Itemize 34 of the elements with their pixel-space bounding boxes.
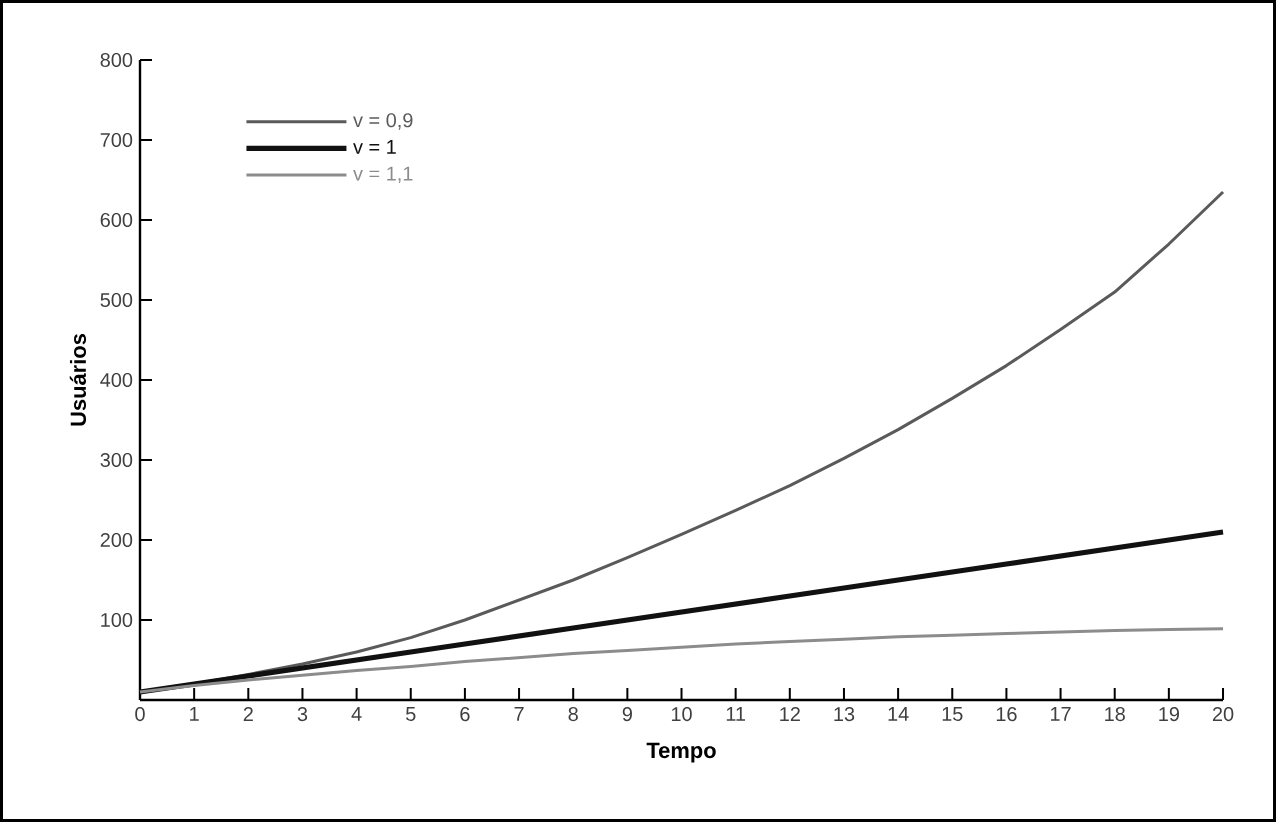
x-tick-label: 0 — [135, 707, 145, 722]
text: v = 1 — [353, 140, 396, 154]
x-tick-label: 6 — [460, 707, 470, 722]
x-tick-label: 11 — [726, 707, 746, 721]
text: v = 0,9 — [353, 113, 413, 130]
x-tick-label: 13 — [834, 707, 855, 722]
x-axis-title: Tempo — [646, 742, 716, 763]
x-tick-label: 20 — [1212, 707, 1234, 722]
x-tick-label: 3 — [297, 707, 308, 722]
text: v = 1,1 — [353, 166, 413, 183]
y-tick-label: 100 — [101, 612, 133, 628]
x-tick-label: 2 — [243, 707, 253, 721]
x-tick-label: 8 — [568, 707, 578, 722]
x-tick-label: 16 — [996, 707, 1017, 722]
x-tick-label: 9 — [622, 707, 632, 722]
x-tick-label: 18 — [1105, 707, 1125, 722]
y-tick-label: 600 — [100, 212, 133, 228]
y-axis-title: Usuários — [69, 334, 87, 426]
y-tick-label: 400 — [100, 372, 133, 388]
x-tick-label: 7 — [514, 707, 524, 721]
x-tick-label: 5 — [406, 707, 416, 721]
x-tick-label: 17 — [1051, 707, 1071, 721]
x-tick-label: 19 — [1159, 707, 1180, 722]
y-tick-label: 800 — [100, 52, 133, 68]
x-tick-label: 12 — [780, 707, 800, 721]
x-tick-label: 4 — [351, 707, 362, 721]
y-tick-label: 300 — [100, 452, 133, 468]
x-tick-label: 10 — [671, 707, 692, 722]
x-tick-label: 14 — [888, 707, 909, 721]
y-tick-label: 700 — [100, 132, 133, 148]
x-tick-label: 1 — [190, 707, 199, 721]
x-tick-label: 15 — [942, 707, 963, 721]
y-tick-label: 200 — [100, 532, 133, 548]
y-tick-label: 500 — [100, 292, 133, 308]
